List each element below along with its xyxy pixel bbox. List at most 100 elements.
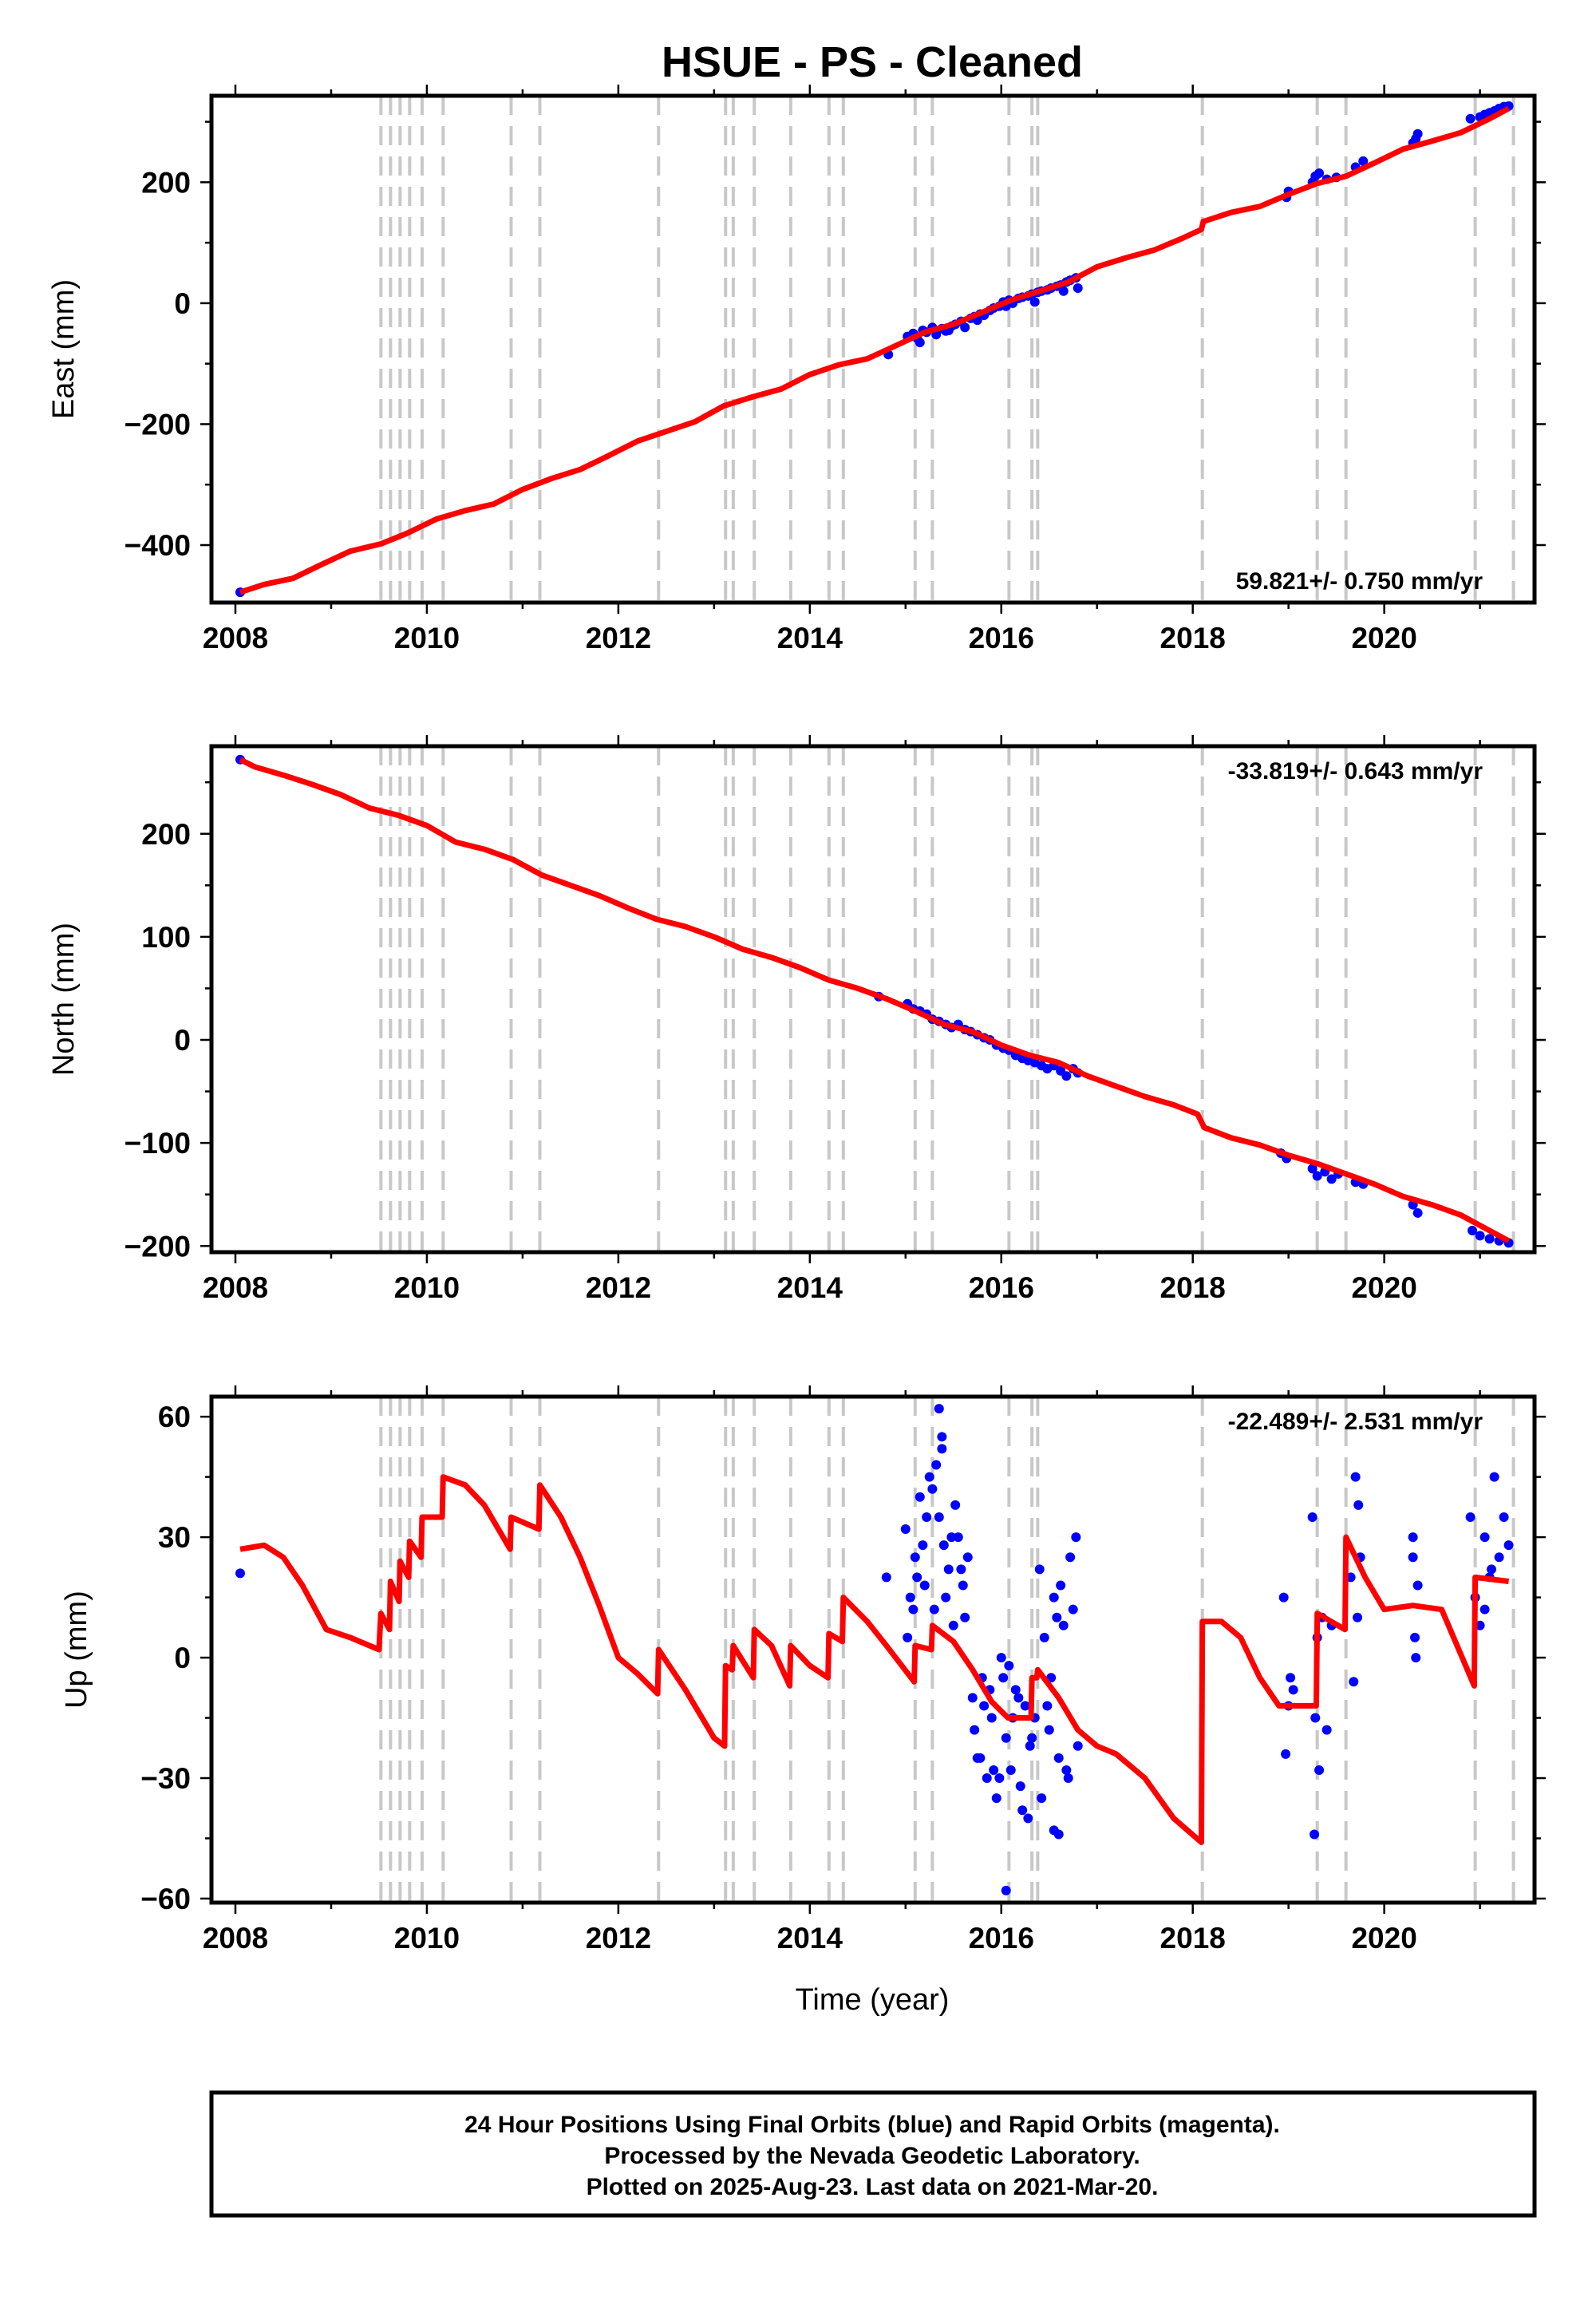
data-point [1071, 1532, 1081, 1543]
data-point [1020, 1701, 1030, 1711]
data-point [1001, 1733, 1011, 1743]
x-tick-label: 2020 [1351, 1271, 1416, 1304]
data-point [950, 1500, 961, 1510]
y-tick-label: −200 [124, 1230, 191, 1263]
data-point [1286, 1673, 1296, 1683]
data-point [1049, 1592, 1059, 1603]
panel-east: 2008 2010 2012 2014 2016 2018 2020 −400 −200 0 200… [47, 85, 1546, 654]
data-point [943, 1564, 954, 1575]
data-point [1353, 1500, 1364, 1510]
panel-north: 2008 2010 2012 2014 2016 2018 2020 −200 −100 0 100… [47, 735, 1546, 1304]
data-point [1039, 1632, 1049, 1642]
data-point [1465, 1512, 1476, 1522]
rate-label: -33.819+/- 0.643 mm/yr [1228, 758, 1483, 785]
data-point [1058, 1620, 1069, 1630]
data-point [1056, 1580, 1066, 1591]
data-point [1314, 168, 1325, 178]
data-point [1503, 1540, 1514, 1551]
data-point [953, 1532, 963, 1543]
y-tick-label: 200 [141, 818, 191, 851]
data-point [919, 1580, 930, 1591]
x-tick-label: 2018 [1160, 1922, 1226, 1954]
data-point [908, 1604, 918, 1614]
data-point [931, 1460, 942, 1470]
data-point [1307, 1164, 1317, 1174]
data-point [1044, 1725, 1054, 1735]
figure-title: HSUE - PS - Cleaned [662, 38, 1083, 86]
data-point [979, 1701, 990, 1711]
x-tick-label: 2012 [586, 622, 651, 654]
data-point [938, 1540, 949, 1551]
data-point [929, 1604, 939, 1614]
data-point [1307, 1512, 1317, 1522]
y-tick-label: 60 [158, 1401, 191, 1433]
data-point [905, 1592, 915, 1603]
rate-label: -22.489+/- 2.531 mm/yr [1228, 1409, 1483, 1435]
x-tick-label: 2020 [1351, 1922, 1416, 1954]
data-point [1412, 1207, 1423, 1218]
data-point [1278, 1592, 1289, 1603]
y-tick-label: −30 [140, 1762, 191, 1795]
data-point [1475, 1231, 1485, 1241]
data-point [1408, 1552, 1418, 1563]
x-tick-label: 2016 [969, 622, 1034, 654]
data-point [1326, 1174, 1337, 1184]
data-point [1063, 1773, 1073, 1784]
y-tick-label: −200 [124, 408, 191, 441]
y-tick-label: −100 [124, 1127, 191, 1160]
data-point [1487, 1564, 1497, 1575]
data-point [1288, 1685, 1298, 1695]
x-tick-label: 2012 [586, 1271, 651, 1304]
model-line [239, 1474, 1510, 1845]
data-point [934, 1404, 944, 1414]
data-point [946, 1532, 957, 1543]
data-point [912, 1572, 922, 1583]
data-point [881, 1572, 891, 1583]
data-point [235, 1568, 245, 1579]
footer-frame [209, 2090, 1537, 2218]
data-point [1310, 1829, 1320, 1840]
y-tick-label: 0 [174, 1024, 191, 1057]
data-point [1005, 1765, 1016, 1775]
panel-up: 2008 2010 2012 2014 2016 2018 2020 −60 −30 0 30 60 U… [60, 1385, 1546, 1954]
data-point [1353, 1612, 1363, 1622]
data-point [1027, 1733, 1037, 1743]
y-axis-label: Up (mm) [60, 1591, 93, 1709]
data-point [1312, 1171, 1322, 1181]
data-point [970, 1725, 980, 1735]
y-axis-label: North (mm) [47, 923, 81, 1076]
data-point [1408, 1532, 1418, 1543]
panels: 2008 2010 2012 2014 2016 2018 2020−400−2000200… [47, 85, 1546, 1954]
data-point [910, 1552, 920, 1563]
data-point [1310, 1713, 1321, 1723]
y-tick-label: 100 [141, 921, 191, 954]
data-point [1468, 1225, 1478, 1235]
data-point [1499, 1512, 1509, 1522]
data-point [1349, 1677, 1359, 1687]
rate-label: 59.821+/- 0.750 mm/yr [1236, 568, 1483, 595]
data-point [1068, 1604, 1078, 1614]
x-tick-label: 2020 [1351, 622, 1416, 654]
data-point [903, 1632, 913, 1642]
data-point [1465, 113, 1476, 124]
data-point [1410, 1632, 1420, 1642]
data-point [1004, 1661, 1014, 1671]
data-point [960, 322, 970, 333]
data-point [1412, 1580, 1423, 1591]
data-point [1494, 1552, 1504, 1563]
x-tick-label: 2016 [969, 1922, 1034, 1954]
plot-frame [209, 93, 1537, 605]
data-point [924, 1472, 934, 1482]
data-point [996, 1653, 1006, 1663]
data-point [1484, 1234, 1495, 1244]
data-point [1321, 1725, 1332, 1735]
data-point [962, 1552, 973, 1563]
data-point [1314, 1765, 1325, 1775]
x-tick-label: 2014 [777, 1271, 843, 1304]
data-point [1029, 297, 1040, 307]
data-point [1412, 128, 1423, 139]
x-tick-label: 2008 [203, 1271, 268, 1304]
data-point [1052, 1612, 1062, 1622]
data-point [1489, 1472, 1499, 1482]
data-point [1350, 1472, 1361, 1482]
